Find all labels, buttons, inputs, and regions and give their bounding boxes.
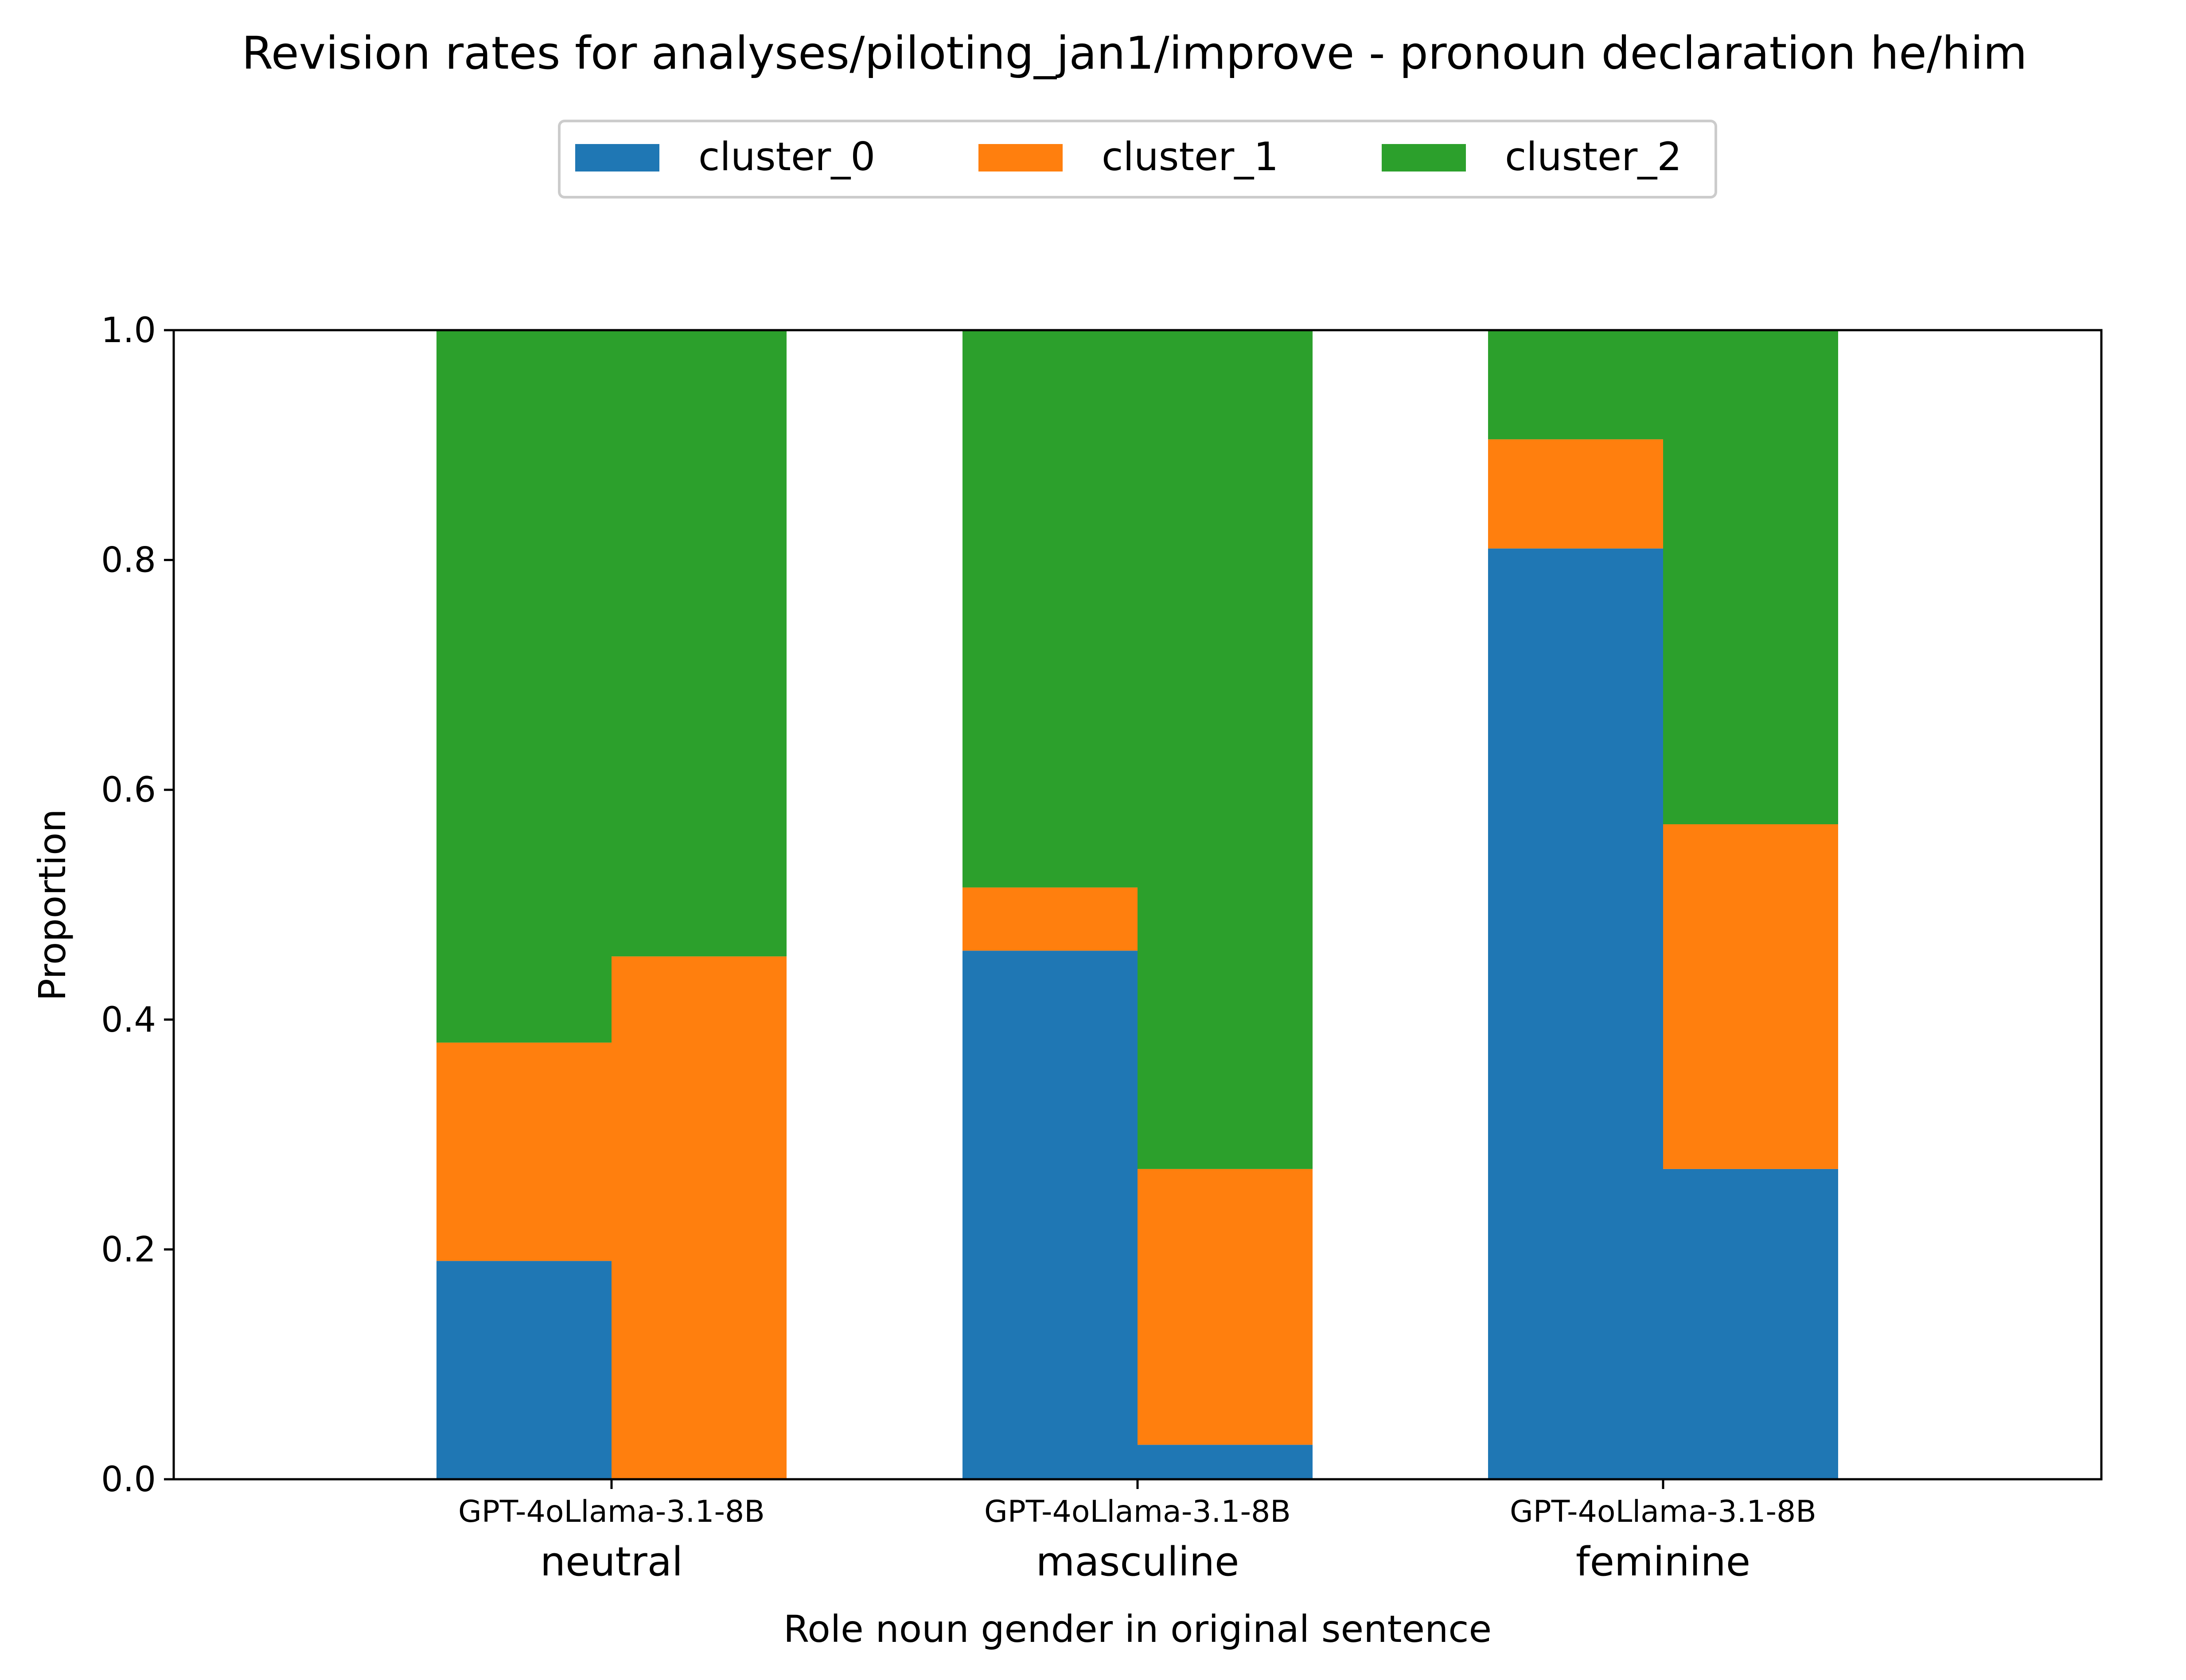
legend-label-cluster-2: cluster_2 bbox=[1505, 134, 1682, 179]
y-tick-label: 0.2 bbox=[101, 1230, 156, 1270]
y-axis-label: Proportion bbox=[31, 809, 74, 1001]
model-tick-label: GPT-4oLlama-3.1-8B bbox=[458, 1494, 765, 1529]
model-tick-label: GPT-4oLlama-3.1-8B bbox=[984, 1494, 1291, 1529]
group-tick-label-masculine: masculine bbox=[1036, 1539, 1239, 1585]
x-axis-label: Role noun gender in original sentence bbox=[783, 1607, 1492, 1651]
legend-label-cluster-1: cluster_1 bbox=[1102, 134, 1278, 179]
bar-masculine-llama-3-1-8b-cluster-0 bbox=[1138, 1445, 1313, 1479]
legend-label-cluster-0: cluster_0 bbox=[698, 134, 875, 179]
bars bbox=[436, 330, 1838, 1480]
bar-feminine-llama-3-1-8b-cluster-2 bbox=[1663, 330, 1838, 824]
y-tick-label: 1.0 bbox=[101, 311, 156, 351]
group-tick-label-feminine: feminine bbox=[1576, 1539, 1750, 1585]
model-tick-label: GPT-4oLlama-3.1-8B bbox=[1510, 1494, 1816, 1529]
bar-masculine-gpt-4o-cluster-0 bbox=[962, 951, 1138, 1479]
y-tick-label: 0.0 bbox=[101, 1460, 156, 1500]
bar-feminine-llama-3-1-8b-cluster-0 bbox=[1663, 1169, 1838, 1479]
bar-masculine-llama-3-1-8b-cluster-1 bbox=[1138, 1169, 1313, 1445]
legend: cluster_0 cluster_1 cluster_2 bbox=[558, 120, 1717, 199]
bar-neutral-gpt-4o-cluster-1 bbox=[436, 1042, 612, 1261]
x-axis: GPT-4oLlama-3.1-8B neutral GPT-4oLlama-3.1… bbox=[458, 1479, 1816, 1585]
legend-swatch-cluster-0 bbox=[575, 144, 659, 172]
bar-neutral-gpt-4o-cluster-2 bbox=[436, 330, 612, 1043]
bar-neutral-llama-3-1-8b-cluster-2 bbox=[612, 330, 787, 957]
bar-feminine-gpt-4o-cluster-1 bbox=[1488, 439, 1663, 549]
bar-masculine-llama-3-1-8b-cluster-2 bbox=[1138, 330, 1313, 1169]
bar-neutral-llama-3-1-8b-cluster-1 bbox=[612, 956, 787, 1479]
y-tick-label: 0.8 bbox=[101, 541, 156, 581]
y-axis: 0.0 0.2 0.4 0.6 0.8 1.0 bbox=[101, 311, 174, 1500]
bar-masculine-gpt-4o-cluster-2 bbox=[962, 330, 1138, 888]
bar-feminine-llama-3-1-8b-cluster-1 bbox=[1663, 824, 1838, 1169]
legend-frame bbox=[558, 120, 1717, 199]
bar-neutral-gpt-4o-cluster-0 bbox=[436, 1261, 612, 1479]
plot-area: 0.0 0.2 0.4 0.6 0.8 1.0 GPT-4oLlama-3.1-8B neu… bbox=[101, 311, 2103, 1585]
group-tick-label-neutral: neutral bbox=[540, 1539, 683, 1585]
bar-masculine-gpt-4o-cluster-1 bbox=[962, 887, 1138, 951]
bar-feminine-gpt-4o-cluster-2 bbox=[1488, 330, 1663, 440]
legend-swatch-cluster-1 bbox=[978, 144, 1063, 172]
legend-swatch-cluster-2 bbox=[1382, 144, 1466, 172]
y-tick-label: 0.4 bbox=[101, 1000, 156, 1040]
chart-title: Revision rates for analyses/piloting_jan… bbox=[242, 27, 2027, 80]
y-tick-label: 0.6 bbox=[101, 770, 156, 810]
bar-feminine-gpt-4o-cluster-0 bbox=[1488, 548, 1663, 1480]
